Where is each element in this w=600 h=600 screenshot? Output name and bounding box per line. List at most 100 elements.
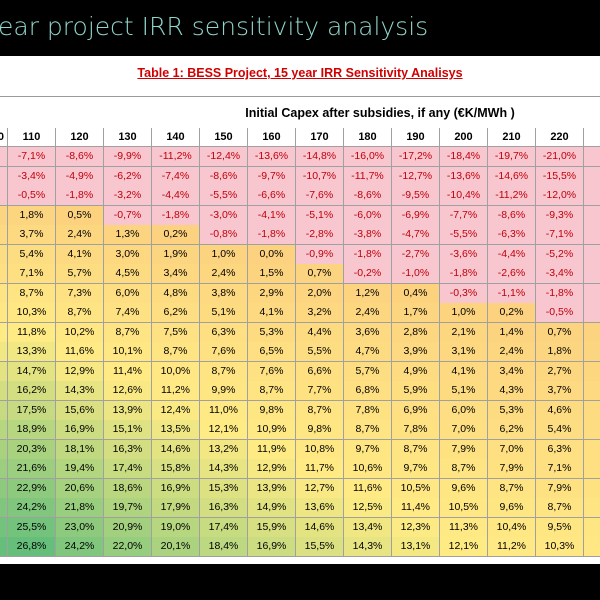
irr-cell: 7,9%	[440, 439, 488, 460]
irr-cell: -4,1%	[248, 205, 296, 226]
irr-cell: 9,9%	[200, 381, 248, 401]
irr-cell: 12,1%	[440, 537, 488, 557]
irr-cell: -1,8%	[536, 283, 584, 304]
row-label-cell	[0, 459, 8, 479]
irr-cell: -0,5%	[536, 303, 584, 323]
irr-cell: 12,5%	[344, 498, 392, 518]
irr-cell: -8,6%	[344, 186, 392, 206]
irr-cell: 9,7%	[392, 459, 440, 479]
irr-cell: 8,7%	[344, 420, 392, 440]
cropped-cell	[584, 439, 600, 460]
cropped-cell	[584, 264, 600, 284]
irr-cell: 22,9%	[8, 478, 56, 499]
table-panel: Table 1: BESS Project, 15 year IRR Sensi…	[0, 56, 600, 564]
irr-cell: -0,3%	[440, 283, 488, 304]
cropped-cell	[584, 498, 600, 518]
irr-cell: 13,2%	[200, 439, 248, 460]
irr-cell: 6,6%	[296, 361, 344, 382]
irr-cell: 4,4%	[296, 322, 344, 343]
irr-cell: 4,1%	[56, 244, 104, 265]
irr-cell: 7,3%	[56, 283, 104, 304]
irr-cell: 2,4%	[344, 303, 392, 323]
row-label-cell	[0, 537, 8, 557]
irr-cell: 10,8%	[296, 439, 344, 460]
column-header: 210	[488, 128, 536, 147]
irr-cell: -6,6%	[248, 186, 296, 206]
irr-cell: 6,9%	[392, 400, 440, 421]
irr-cell: 11,2%	[488, 537, 536, 557]
irr-cell: 1,0%	[440, 303, 488, 323]
irr-cell: -12,0%	[536, 186, 584, 206]
irr-cell: 1,0%	[200, 244, 248, 265]
irr-cell: 5,7%	[56, 264, 104, 284]
irr-cell: 18,1%	[56, 439, 104, 460]
irr-cell: 8,7%	[488, 478, 536, 499]
irr-cell: 7,6%	[200, 342, 248, 362]
irr-cell: 5,1%	[440, 381, 488, 401]
irr-cell: -10,4%	[440, 186, 488, 206]
column-header: 110	[8, 128, 56, 147]
irr-cell: 15,3%	[200, 478, 248, 499]
column-header: 140	[152, 128, 200, 147]
irr-cell: 18,9%	[8, 420, 56, 440]
irr-cell: 13,3%	[8, 342, 56, 362]
irr-cell: 5,5%	[296, 342, 344, 362]
irr-cell: -3,0%	[200, 205, 248, 226]
irr-cell: 17,4%	[200, 517, 248, 538]
column-header: 200	[440, 128, 488, 147]
irr-cell: 1,2%	[344, 283, 392, 304]
column-header: 0	[0, 128, 8, 147]
irr-cell: -3,4%	[536, 264, 584, 284]
irr-cell: 25,5%	[8, 517, 56, 538]
irr-cell: 19,0%	[152, 517, 200, 538]
irr-cell: -12,7%	[392, 166, 440, 187]
irr-cell: 5,4%	[8, 244, 56, 265]
cropped-cell	[584, 166, 600, 187]
irr-cell: 7,0%	[488, 439, 536, 460]
irr-cell: -6,0%	[344, 205, 392, 226]
irr-cell: -9,9%	[104, 147, 152, 167]
irr-cell: 1,9%	[152, 244, 200, 265]
irr-cell: 1,4%	[488, 322, 536, 343]
cropped-cell	[584, 400, 600, 421]
irr-cell: 5,9%	[392, 381, 440, 401]
irr-cell: 4,7%	[344, 342, 392, 362]
irr-cell: 2,4%	[56, 225, 104, 245]
column-header: 220	[536, 128, 584, 147]
irr-cell: 2,1%	[440, 322, 488, 343]
column-header: 120	[56, 128, 104, 147]
irr-cell: 17,5%	[8, 400, 56, 421]
irr-cell: 12,9%	[56, 361, 104, 382]
slide-title: ear project IRR sensitivity analysis	[0, 12, 429, 41]
irr-cell: 9,7%	[344, 439, 392, 460]
irr-cell: -6,9%	[392, 205, 440, 226]
irr-cell: -11,2%	[488, 186, 536, 206]
irr-cell: -1,1%	[488, 283, 536, 304]
irr-cell: 19,4%	[56, 459, 104, 479]
irr-cell: 7,1%	[536, 459, 584, 479]
irr-cell: -9,7%	[248, 166, 296, 187]
irr-cell: 3,2%	[296, 303, 344, 323]
irr-cell: -0,8%	[200, 225, 248, 245]
irr-cell: 6,3%	[200, 322, 248, 343]
irr-cell: 7,4%	[104, 303, 152, 323]
irr-cell: 11,9%	[248, 439, 296, 460]
irr-cell: 20,3%	[8, 439, 56, 460]
irr-cell: 26,8%	[8, 537, 56, 557]
irr-cell: -3,8%	[344, 225, 392, 245]
irr-cell: 9,6%	[488, 498, 536, 518]
irr-cell: -7,1%	[8, 147, 56, 167]
irr-cell: 12,9%	[248, 459, 296, 479]
irr-cell: 7,8%	[344, 400, 392, 421]
irr-cell: -16,0%	[344, 147, 392, 167]
irr-cell: 11,0%	[200, 400, 248, 421]
irr-cell: 11,8%	[8, 322, 56, 343]
irr-cell: 15,5%	[296, 537, 344, 557]
irr-cell: 12,7%	[296, 478, 344, 499]
irr-cell: 4,9%	[392, 361, 440, 382]
irr-cell: 4,8%	[152, 283, 200, 304]
irr-cell: 12,6%	[104, 381, 152, 401]
irr-cell: 11,7%	[296, 459, 344, 479]
irr-cell: -7,4%	[152, 166, 200, 187]
irr-cell: -15,5%	[536, 166, 584, 187]
